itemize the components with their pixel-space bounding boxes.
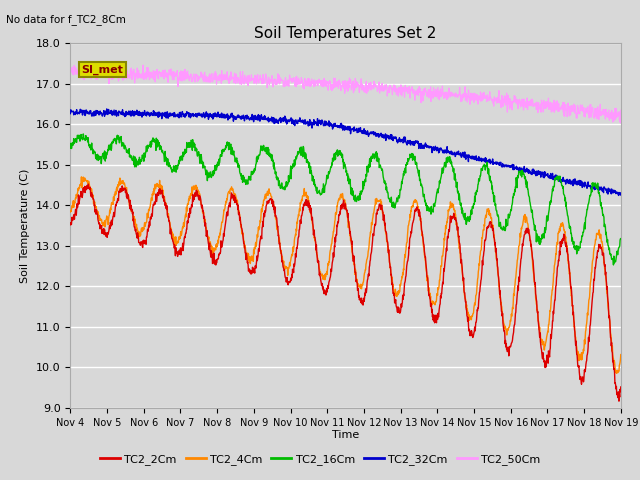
Y-axis label: Soil Temperature (C): Soil Temperature (C) (20, 168, 30, 283)
Legend: TC2_2Cm, TC2_4Cm, TC2_16Cm, TC2_32Cm, TC2_50Cm: TC2_2Cm, TC2_4Cm, TC2_16Cm, TC2_32Cm, TC… (95, 450, 545, 469)
Text: No data for f_TC2_8Cm: No data for f_TC2_8Cm (6, 14, 126, 25)
X-axis label: Time: Time (332, 431, 359, 441)
Title: Soil Temperatures Set 2: Soil Temperatures Set 2 (255, 25, 436, 41)
Text: SI_met: SI_met (81, 64, 124, 75)
